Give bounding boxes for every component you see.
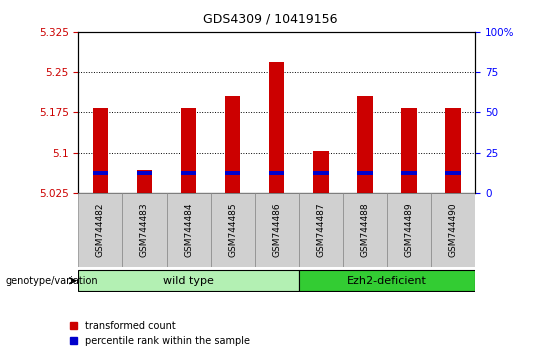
Bar — [313, 151, 328, 193]
Bar — [93, 171, 108, 175]
FancyBboxPatch shape — [431, 193, 475, 267]
Bar — [357, 96, 373, 193]
Bar — [269, 171, 285, 175]
Text: GSM744485: GSM744485 — [228, 203, 237, 257]
Text: genotype/variation: genotype/variation — [5, 276, 98, 286]
FancyBboxPatch shape — [123, 193, 166, 267]
FancyBboxPatch shape — [78, 193, 123, 267]
Bar — [357, 171, 373, 175]
Text: Ezh2-deficient: Ezh2-deficient — [347, 275, 427, 286]
FancyBboxPatch shape — [299, 270, 475, 291]
FancyBboxPatch shape — [343, 193, 387, 267]
Legend: transformed count, percentile rank within the sample: transformed count, percentile rank withi… — [70, 321, 250, 346]
Text: GSM744483: GSM744483 — [140, 203, 149, 257]
Bar — [401, 171, 417, 175]
FancyBboxPatch shape — [78, 270, 299, 291]
Text: GSM744482: GSM744482 — [96, 203, 105, 257]
Bar — [446, 171, 461, 175]
Text: GSM744488: GSM744488 — [360, 203, 369, 257]
Bar — [313, 171, 328, 175]
Text: GSM744487: GSM744487 — [316, 203, 325, 257]
Bar — [446, 108, 461, 193]
Bar — [137, 170, 152, 193]
Bar — [225, 171, 240, 175]
FancyBboxPatch shape — [299, 193, 343, 267]
Bar — [181, 171, 196, 175]
Bar — [225, 96, 240, 193]
FancyBboxPatch shape — [387, 193, 431, 267]
Bar — [269, 62, 285, 193]
Text: GSM744484: GSM744484 — [184, 203, 193, 257]
Text: wild type: wild type — [163, 275, 214, 286]
Bar — [181, 108, 196, 193]
Bar — [401, 108, 417, 193]
FancyBboxPatch shape — [211, 193, 255, 267]
Text: GSM744490: GSM744490 — [449, 203, 458, 257]
Bar — [93, 108, 108, 193]
Text: GSM744489: GSM744489 — [404, 203, 414, 257]
Text: GDS4309 / 10419156: GDS4309 / 10419156 — [202, 12, 338, 25]
Bar — [137, 171, 152, 175]
Text: GSM744486: GSM744486 — [272, 203, 281, 257]
FancyBboxPatch shape — [255, 193, 299, 267]
FancyBboxPatch shape — [166, 193, 211, 267]
